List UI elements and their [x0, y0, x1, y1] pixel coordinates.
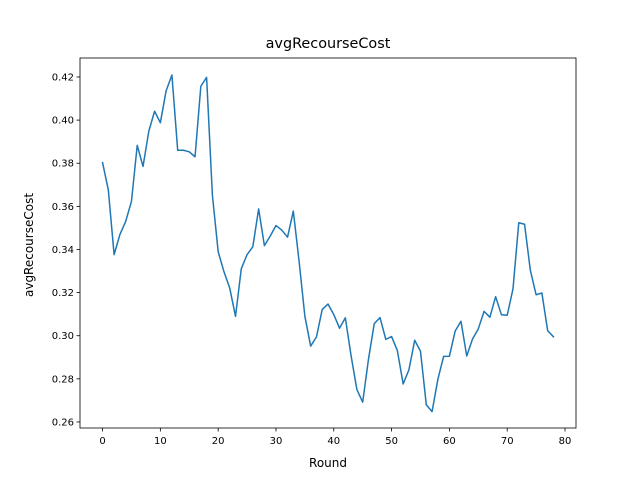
y-tick-label: 0.28 [52, 374, 74, 385]
x-tick-label: 30 [270, 436, 283, 447]
x-axis: 0 10 20 30 40 50 60 70 80 [99, 428, 571, 447]
y-tick-label: 0.38 [52, 159, 74, 170]
x-tick-label: 80 [559, 436, 572, 447]
x-tick-label: 0 [99, 436, 105, 447]
y-tick-label: 0.42 [52, 72, 74, 83]
y-tick-label: 0.40 [52, 116, 74, 127]
y-tick-label: 0.30 [52, 331, 74, 342]
x-tick-label: 20 [212, 436, 225, 447]
y-tick-label: 0.32 [52, 288, 74, 299]
y-tick-label: 0.34 [52, 245, 74, 256]
y-tick-label: 0.26 [52, 417, 74, 428]
series-line-0 [101, 74, 555, 413]
x-tick-label: 50 [385, 436, 398, 447]
x-tick-label: 40 [327, 436, 340, 447]
x-tick-label: 60 [443, 436, 456, 447]
x-axis-label: Round [309, 456, 347, 470]
plot-frame [79, 57, 577, 429]
y-axis: 0.26 0.28 0.30 0.32 0.34 0.36 0.38 0.40 0.42 [52, 72, 80, 428]
x-tick-label: 10 [154, 436, 167, 447]
y-axis-label: avgRecourseCost [22, 193, 36, 297]
plot-area [79, 57, 577, 429]
y-tick-label: 0.36 [52, 202, 74, 213]
chart-title: avgRecourseCost [266, 36, 391, 52]
x-tick-label: 70 [501, 436, 514, 447]
